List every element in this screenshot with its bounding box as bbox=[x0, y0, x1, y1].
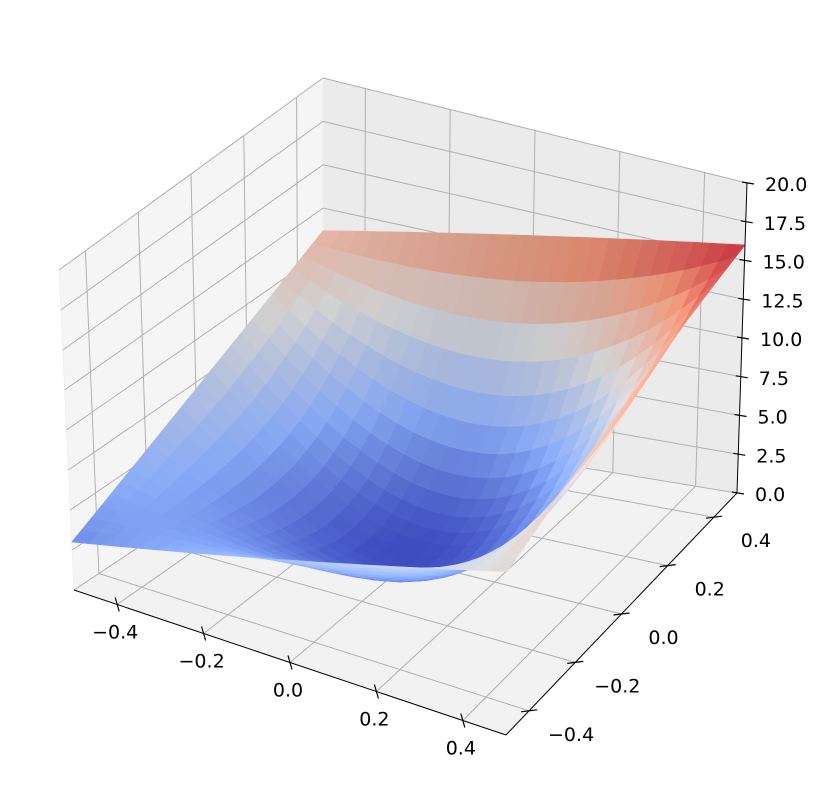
x-tick-label: 0.2 bbox=[359, 709, 389, 731]
x-tick-label: 0.0 bbox=[273, 680, 303, 702]
grid-line-z-left bbox=[60, 120, 324, 311]
z-tick-label: 17.5 bbox=[764, 213, 806, 235]
z-tick bbox=[740, 220, 753, 224]
z-tick-label: 0.0 bbox=[755, 484, 785, 506]
x-tick bbox=[287, 655, 293, 670]
y-tick-label: 0.0 bbox=[648, 627, 678, 649]
z-tick bbox=[731, 491, 745, 495]
x-tick-label: −0.2 bbox=[179, 651, 225, 673]
z-tick-label: 20.0 bbox=[765, 174, 807, 196]
y-tick bbox=[705, 515, 722, 519]
x-tick bbox=[373, 684, 379, 699]
y-tick bbox=[521, 709, 538, 713]
z-tick bbox=[735, 375, 748, 379]
z-tick-label: 2.5 bbox=[756, 445, 786, 467]
grid-line-z-back bbox=[322, 77, 748, 184]
z-tick bbox=[738, 297, 751, 301]
x-tick bbox=[201, 626, 207, 641]
y-tick bbox=[567, 660, 584, 664]
y-tick bbox=[659, 564, 676, 568]
surface-plot bbox=[71, 230, 746, 583]
x-tick-label: −0.4 bbox=[92, 622, 138, 644]
y-tick-label: 0.4 bbox=[741, 530, 771, 552]
y-tick-label: 0.2 bbox=[695, 579, 725, 601]
x-tick-label: 0.4 bbox=[446, 738, 476, 760]
z-axis: 0.0 2.5 5.0 7.5 10.0 12.5 15.0 17.5 20.0 bbox=[731, 174, 807, 506]
z-tick-label: 5.0 bbox=[758, 407, 788, 429]
y-tick bbox=[613, 612, 630, 616]
x-axis: −0.4 −0.2 0.0 0.2 0.4 bbox=[92, 597, 476, 760]
x-tick bbox=[114, 597, 120, 612]
grid-line-y-floor bbox=[148, 540, 576, 663]
grid-line-z-left bbox=[66, 251, 324, 431]
x-tick bbox=[460, 713, 466, 728]
grid-line-y-floor bbox=[98, 573, 530, 712]
y-axis: −0.4 −0.2 0.0 0.2 0.4 bbox=[521, 515, 771, 746]
surface-facet bbox=[489, 557, 518, 572]
y-tick-label: −0.2 bbox=[594, 675, 640, 697]
grid-line-z-left bbox=[64, 207, 324, 391]
grid-line-z-back bbox=[322, 120, 746, 223]
z-tick bbox=[734, 413, 747, 418]
z-tick-label: 7.5 bbox=[759, 368, 789, 390]
y-tick-label: −0.4 bbox=[548, 724, 594, 746]
z-tick-label: 15.0 bbox=[763, 252, 805, 274]
z-tick-label: 10.0 bbox=[760, 329, 802, 351]
z-tick bbox=[733, 452, 746, 456]
z-tick bbox=[736, 336, 750, 340]
grid-line-z-left bbox=[58, 77, 324, 271]
z-tick-label: 12.5 bbox=[761, 290, 803, 312]
z-tick bbox=[739, 258, 752, 263]
grid-line-z-left bbox=[62, 164, 324, 351]
z-tick bbox=[741, 181, 755, 185]
